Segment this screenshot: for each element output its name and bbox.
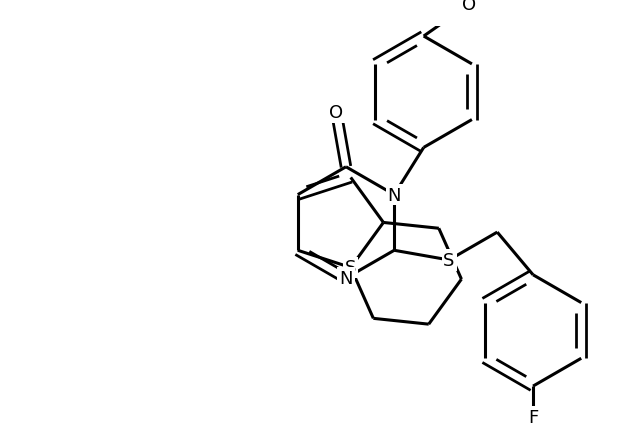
Text: O: O (329, 104, 344, 122)
Text: O: O (462, 0, 476, 14)
Text: N: N (339, 270, 353, 287)
Text: S: S (345, 259, 356, 277)
Text: N: N (387, 186, 401, 204)
Text: F: F (528, 408, 538, 426)
Text: S: S (444, 251, 454, 270)
